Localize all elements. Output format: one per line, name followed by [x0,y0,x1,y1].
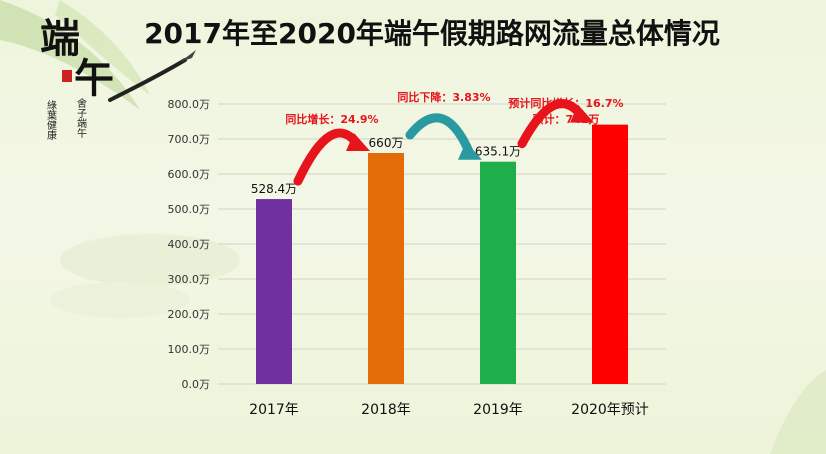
bar-3 [480,161,516,384]
y-tick-label: 500.0万 [168,203,211,216]
x-category-label: 2018年 [361,402,411,418]
y-tick-label: 700.0万 [168,133,211,146]
bar-1 [256,199,292,384]
data-label: 635.1万 [475,145,521,159]
logo-seal [62,70,72,82]
logo-brush-stroke [108,58,187,102]
annotation-arrowhead [570,104,594,123]
y-tick-label: 300.0万 [168,273,211,286]
y-tick-label: 600.0万 [168,168,211,181]
annotation-text: 预计同比增长：16.7% [508,96,623,110]
annotation-text: 同比增长：24.9% [285,112,378,126]
logo-char-1: 端午 [40,15,114,102]
x-axis-categories: 2017年 2018年 2019年 2020年预计 [249,402,649,418]
y-tick-label: 400.0万 [168,238,211,251]
growth-annotations: 同比增长：24.9% 同比下降：3.83% 预计同比增长：16.7% 预计：741万 [285,90,624,186]
annotation-text: 同比下降：3.83% [397,90,490,104]
gridlines [218,103,666,385]
y-tick-label: 200.0万 [168,308,211,321]
x-category-label: 2017年 [249,402,299,418]
y-tick-label: 100.0万 [168,343,211,356]
data-labels: 528.4万 660万 635.1万 [251,136,521,196]
data-label: 660万 [369,136,404,150]
annotation-arrowhead [346,133,370,151]
brush-icon [180,50,196,62]
duanwu-logo: 端午 綠葉健康 舍子端午 [40,15,196,140]
bar-4 [592,124,628,385]
data-label: 528.4万 [251,182,297,196]
chart-title: 2017年至2020年端午假期路网流量总体情况 [144,17,720,50]
annotation-arrowhead [458,141,482,160]
y-axis-ticks: 0.0万 100.0万 200.0万 300.0万 400.0万 500.0万 600.0万… [168,98,211,391]
logo-side-right: 舍子端午 [75,97,87,139]
annotation-arrow [405,113,475,159]
bars [256,124,628,385]
bar-2 [368,153,404,384]
logo-char-2-glyph: 午 [74,55,114,102]
y-tick-label: 0.0万 [182,378,211,391]
logo-char-1-glyph: 端 [40,15,80,62]
x-category-label: 2019年 [473,402,523,418]
logo-side-left: 綠葉健康 [45,100,57,140]
annotation-text: 预计：741万 [533,112,600,126]
y-tick-label: 800.0万 [168,98,211,111]
x-category-label: 2020年预计 [571,402,649,418]
